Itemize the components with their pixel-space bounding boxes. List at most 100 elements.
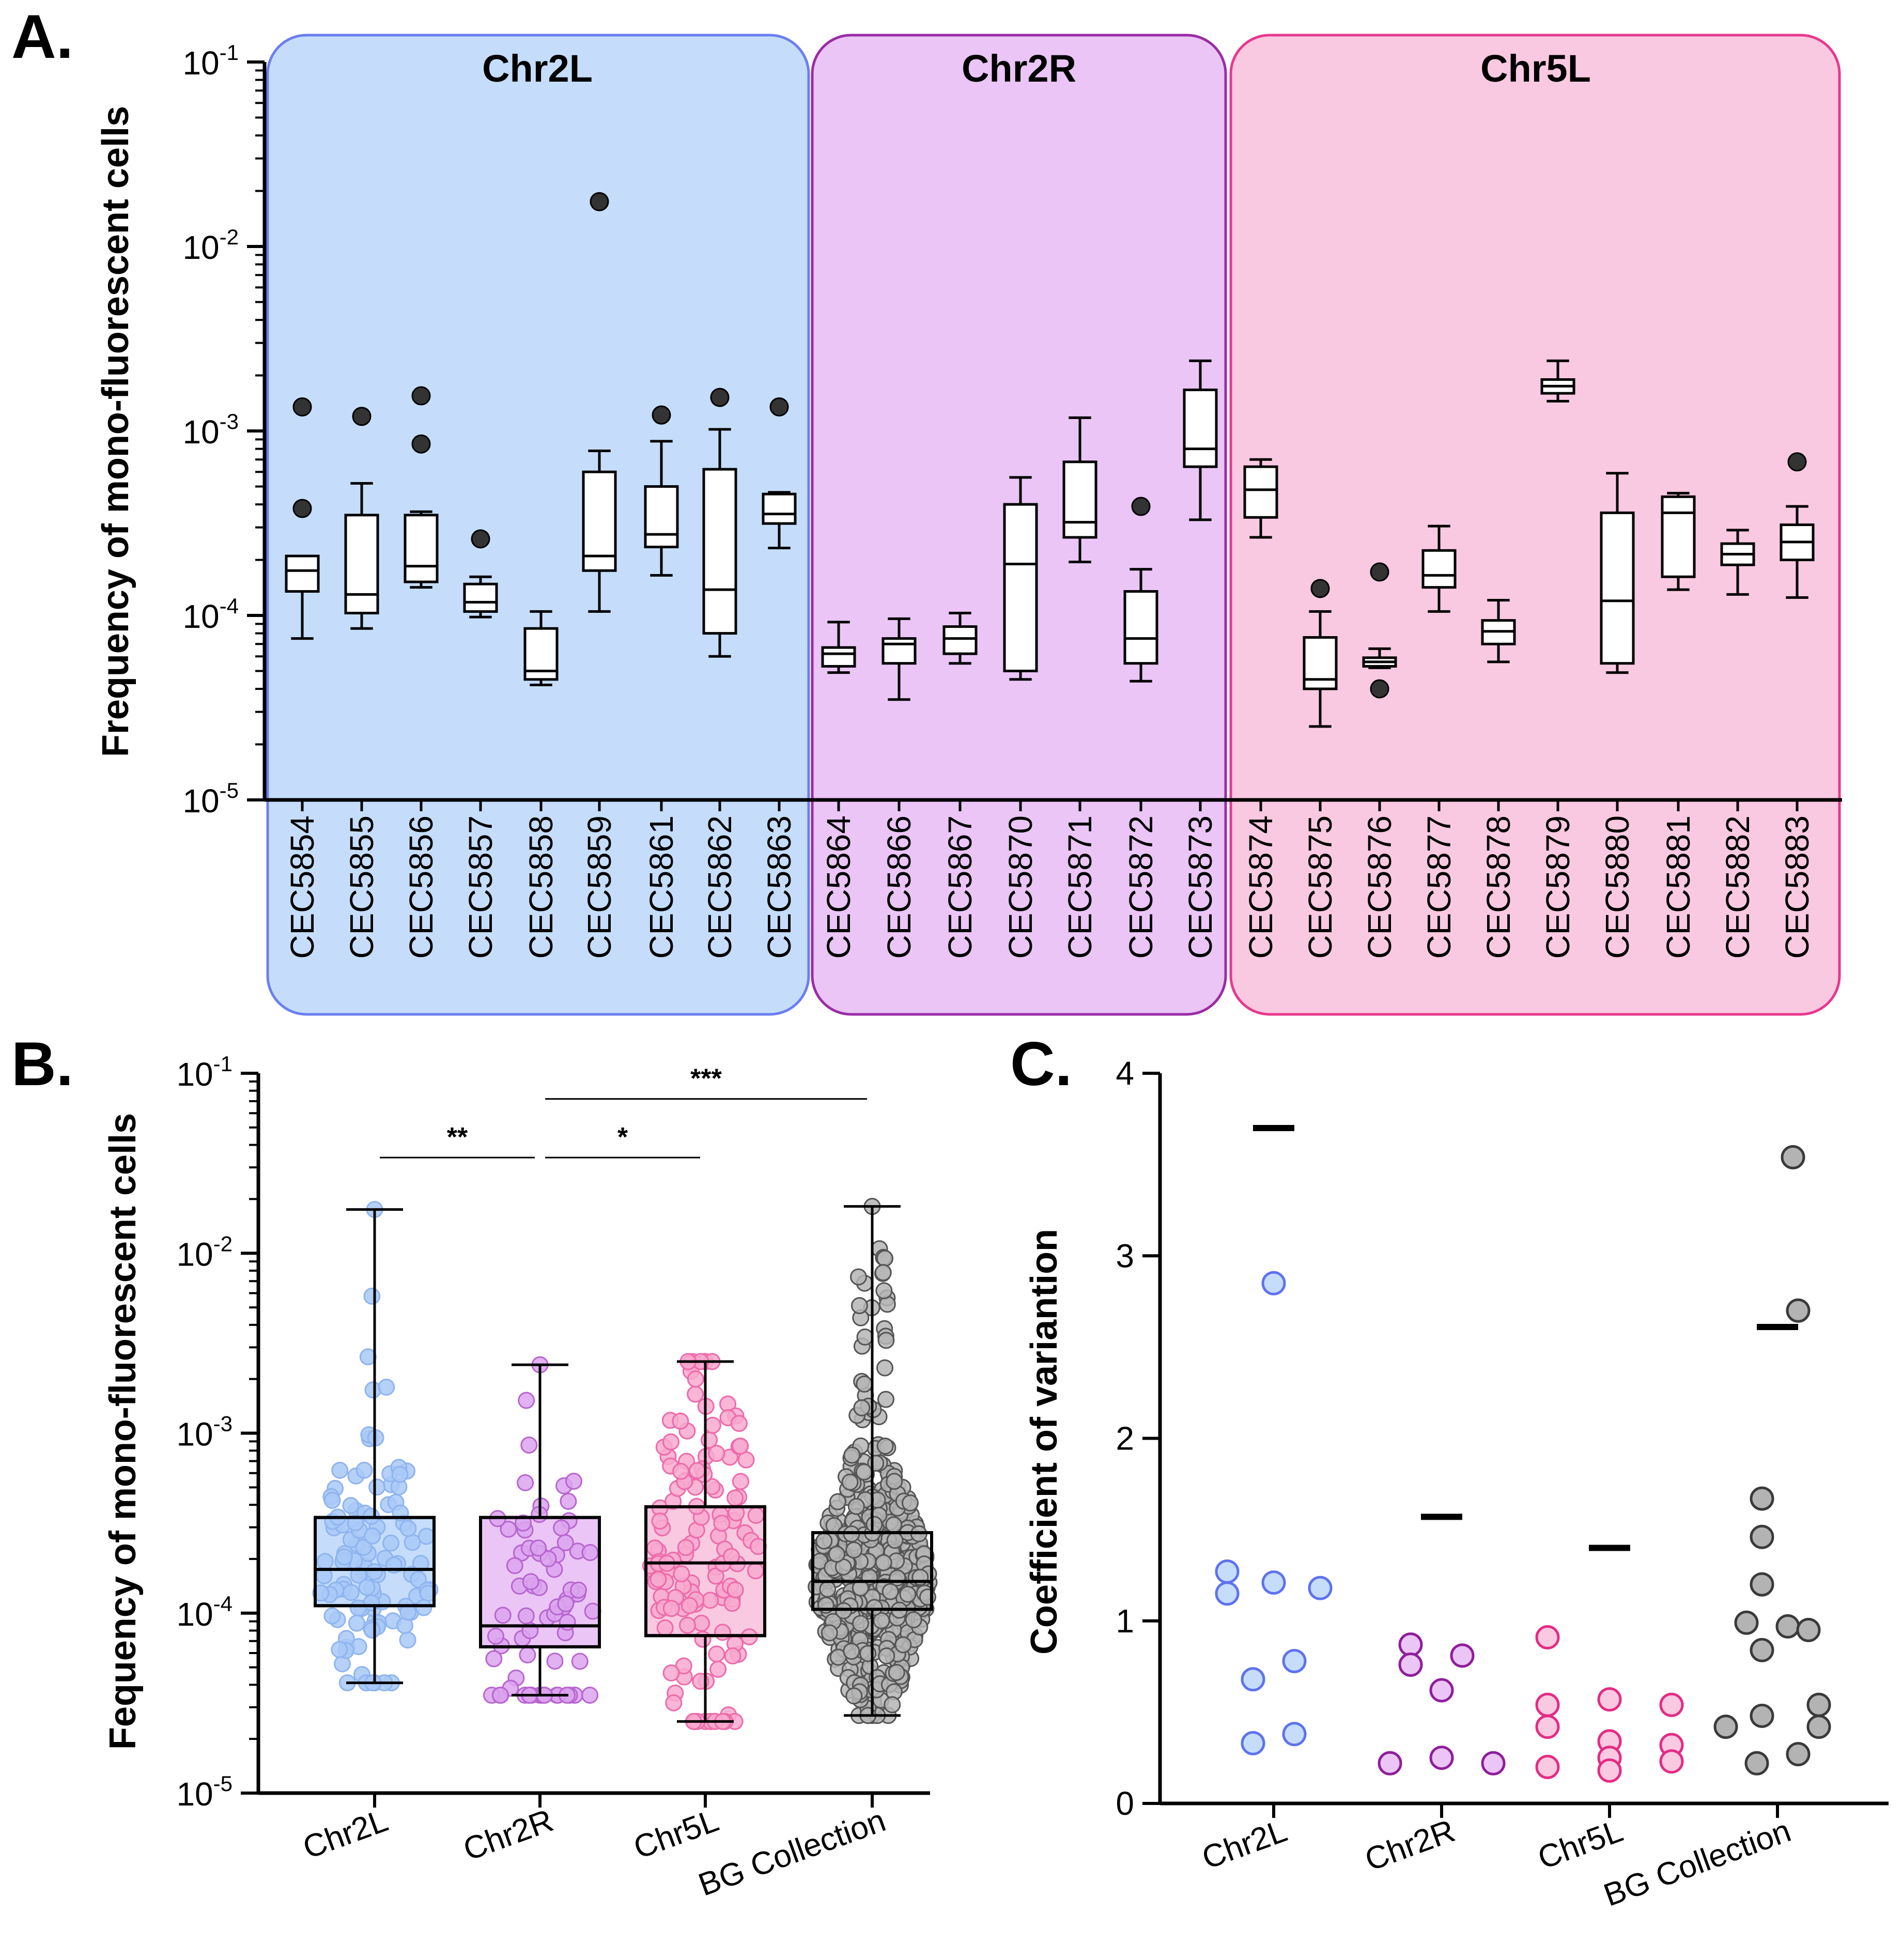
category-data-point bbox=[662, 1664, 680, 1682]
cv-data-point bbox=[1750, 1638, 1774, 1662]
panel-b-chart: 10-1 10-2 10-3 10-4 10-5 Fequency of mono-flu… bbox=[102, 1052, 938, 1903]
category-data-point bbox=[815, 1532, 833, 1550]
category-data-point bbox=[556, 1534, 574, 1551]
category-data-point bbox=[412, 1555, 429, 1572]
cv-data-point bbox=[1481, 1751, 1506, 1776]
cv-data-point bbox=[1241, 1667, 1265, 1692]
strain-cec5863-box bbox=[762, 492, 797, 525]
strain-cec5880-box bbox=[1600, 511, 1635, 665]
cv-data-point bbox=[1786, 1742, 1811, 1767]
strain-label-cec5878: CEC5878 bbox=[1480, 815, 1517, 959]
strain-outlier-point bbox=[710, 388, 730, 407]
cv-data-point bbox=[1750, 1524, 1774, 1549]
category-data-point bbox=[875, 1282, 893, 1300]
cv-data-point bbox=[1806, 1692, 1831, 1717]
panel-b-y-tick-label: 10-3 bbox=[176, 1412, 233, 1453]
category-data-point bbox=[650, 1571, 667, 1588]
strain-cec5854-box bbox=[285, 554, 320, 593]
panel-c-y-tick-label: 1 bbox=[1116, 1602, 1134, 1640]
panel-b-y-tick-label: 10-2 bbox=[176, 1231, 233, 1273]
category-data-point bbox=[819, 1580, 837, 1598]
category-box-outline bbox=[644, 1505, 766, 1638]
category-label-bg-collection: BG Collection bbox=[694, 1802, 890, 1903]
cv-data-point bbox=[1398, 1653, 1423, 1677]
strain-cec5874-box bbox=[1243, 465, 1278, 519]
category-data-point bbox=[855, 1463, 873, 1481]
strain-outlier-point bbox=[471, 529, 490, 549]
category-data-point bbox=[708, 1445, 725, 1462]
category-label-chr2l: Chr2L bbox=[1197, 1813, 1291, 1876]
category-data-point bbox=[404, 1534, 421, 1551]
cv-data-point bbox=[1398, 1632, 1423, 1657]
panel-c-y-tick-label: 2 bbox=[1116, 1420, 1134, 1457]
category-data-point bbox=[726, 1581, 744, 1599]
cv-data-point bbox=[1597, 1758, 1622, 1783]
category-data-point bbox=[569, 1581, 587, 1599]
category-data-point bbox=[656, 1619, 674, 1637]
category-data-point bbox=[877, 1391, 894, 1408]
strain-cec5873-box bbox=[1183, 388, 1218, 468]
strain-cec5867-box bbox=[942, 625, 978, 655]
panel-a-y-tick-label: 10-1 bbox=[182, 40, 239, 82]
category-data-point bbox=[678, 1616, 696, 1634]
panel-a-y-tick-label: 10-3 bbox=[182, 409, 239, 451]
panel-b-y-tick-label: 10-1 bbox=[176, 1052, 233, 1093]
category-data-point bbox=[902, 1494, 919, 1512]
strain-cec5870-box bbox=[1003, 503, 1038, 672]
category-data-point bbox=[888, 1663, 905, 1681]
strain-label-cec5882: CEC5882 bbox=[1719, 815, 1756, 959]
strain-label-cec5880: CEC5880 bbox=[1599, 815, 1636, 959]
category-data-point bbox=[899, 1585, 917, 1603]
category-data-point bbox=[560, 1492, 577, 1510]
category-data-point bbox=[312, 1584, 330, 1602]
category-label-bg-collection: BG Collection bbox=[1599, 1813, 1796, 1913]
strain-outlier-point bbox=[1131, 497, 1151, 516]
strain-label-cec5879: CEC5879 bbox=[1539, 815, 1576, 959]
category-data-point bbox=[417, 1527, 435, 1545]
panel-c-y-tick-label: 4 bbox=[1116, 1055, 1134, 1092]
panel-a-y-tick-label: 10-4 bbox=[182, 594, 239, 635]
cv-data-point bbox=[1786, 1298, 1811, 1323]
cv-data-point bbox=[1750, 1486, 1774, 1511]
category-data-point bbox=[829, 1493, 846, 1510]
strain-cec5862-box bbox=[702, 468, 737, 635]
category-data-point bbox=[905, 1611, 922, 1629]
category-data-point bbox=[747, 1507, 765, 1524]
category-data-point bbox=[876, 1437, 894, 1455]
category-data-point bbox=[694, 1630, 712, 1648]
strain-label-cec5858: CEC5858 bbox=[522, 815, 560, 959]
category-label-chr5l: Chr5L bbox=[1533, 1813, 1627, 1876]
category-data-point bbox=[399, 1631, 416, 1649]
category-data-point bbox=[530, 1539, 547, 1557]
cv-data-point bbox=[1535, 1715, 1560, 1739]
panel-letter-c: C. bbox=[1010, 1029, 1072, 1099]
strain-outlier-point bbox=[652, 405, 671, 425]
category-data-point bbox=[323, 1491, 341, 1509]
category-data-point bbox=[378, 1378, 395, 1396]
group-title-chr5l: Chr5L bbox=[1480, 47, 1591, 90]
category-data-point bbox=[342, 1497, 360, 1515]
category-data-point bbox=[709, 1660, 727, 1678]
category-data-point bbox=[518, 1392, 535, 1409]
category-data-point bbox=[849, 1268, 867, 1286]
category-data-point bbox=[856, 1328, 874, 1346]
category-data-point bbox=[391, 1465, 409, 1483]
category-data-point bbox=[520, 1436, 538, 1454]
strain-label-cec5856: CEC5856 bbox=[403, 815, 440, 959]
category-data-point bbox=[348, 1614, 365, 1632]
category-data-point bbox=[539, 1550, 557, 1568]
panel-a-y-tick-label: 10-2 bbox=[182, 225, 239, 266]
strain-cec5857-box bbox=[463, 582, 498, 613]
category-data-point bbox=[522, 1573, 539, 1591]
category-data-point bbox=[399, 1520, 417, 1537]
panel-c-y-tick-label: 0 bbox=[1116, 1785, 1134, 1822]
category-data-point bbox=[876, 1359, 893, 1377]
strain-cec5856-box bbox=[404, 514, 439, 583]
panel-b-y-tick-label: 10-4 bbox=[176, 1592, 233, 1633]
category-data-point bbox=[331, 1641, 348, 1658]
category-data-point bbox=[415, 1599, 432, 1616]
cv-data-point bbox=[1429, 1678, 1454, 1703]
category-data-point bbox=[852, 1615, 869, 1632]
category-data-point bbox=[491, 1687, 509, 1704]
strain-label-cec5866: CEC5866 bbox=[880, 815, 918, 959]
